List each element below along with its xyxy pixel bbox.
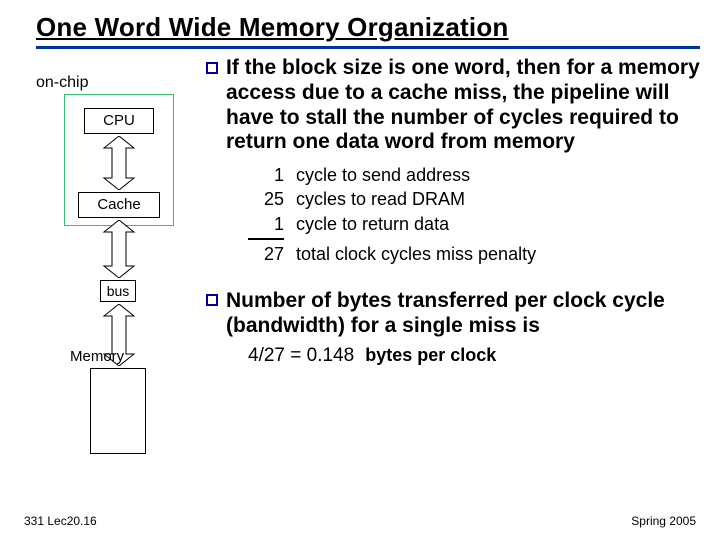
title-underline [36,46,700,49]
cache-box: Cache [78,192,160,218]
memory-diagram: on-chip CPU Cache bus Memory [38,68,198,488]
bullet-1: If the block size is one word, then for … [206,56,702,155]
title-wrap: One Word Wide Memory Organization [36,12,700,43]
bullet-2-text: Number of bytes transferred per clock cy… [226,288,702,338]
bullet-2: Number of bytes transferred per clock cy… [206,288,702,338]
table-row: 1 cycle to send address [248,163,702,187]
cycle-desc: cycle to send address [296,163,470,187]
double-arrow-icon [94,136,144,190]
bandwidth-calc: 4/27 = 0.148 bytes per clock [248,345,702,367]
bullet-square-icon [206,294,218,306]
cycle-desc: cycle to return data [296,212,449,236]
footer-right: Spring 2005 [631,514,696,528]
cpu-box: CPU [84,108,154,134]
table-row: 1 cycle to return data [248,212,702,236]
cycle-count: 1 [248,212,284,236]
bus-box: bus [100,280,136,302]
cycle-count: 25 [248,187,284,211]
memory-box [90,368,146,454]
content-area: If the block size is one word, then for … [206,56,702,367]
cycle-total: 27 [248,242,284,266]
slide-title: One Word Wide Memory Organization [36,12,700,43]
cycle-total-desc: total clock cycles miss penalty [296,242,536,266]
slide: One Word Wide Memory Organization on-chi… [0,0,720,540]
sum-divider [248,238,284,240]
cycle-table: 1 cycle to send address 25 cycles to rea… [248,163,702,266]
footer-left: 331 Lec20.16 [24,514,97,528]
table-row-total: 27 total clock cycles miss penalty [248,242,702,266]
bullet-1-text: If the block size is one word, then for … [226,56,702,155]
onchip-label: on-chip [36,74,88,92]
cycle-count: 1 [248,163,284,187]
cycle-desc: cycles to read DRAM [296,187,465,211]
table-row: 25 cycles to read DRAM [248,187,702,211]
memory-label: Memory [70,348,124,365]
double-arrow-icon [94,220,144,278]
bandwidth-expr: 4/27 = 0.148 [248,345,354,366]
bandwidth-label: bytes per clock [365,345,496,365]
bullet-square-icon [206,62,218,74]
